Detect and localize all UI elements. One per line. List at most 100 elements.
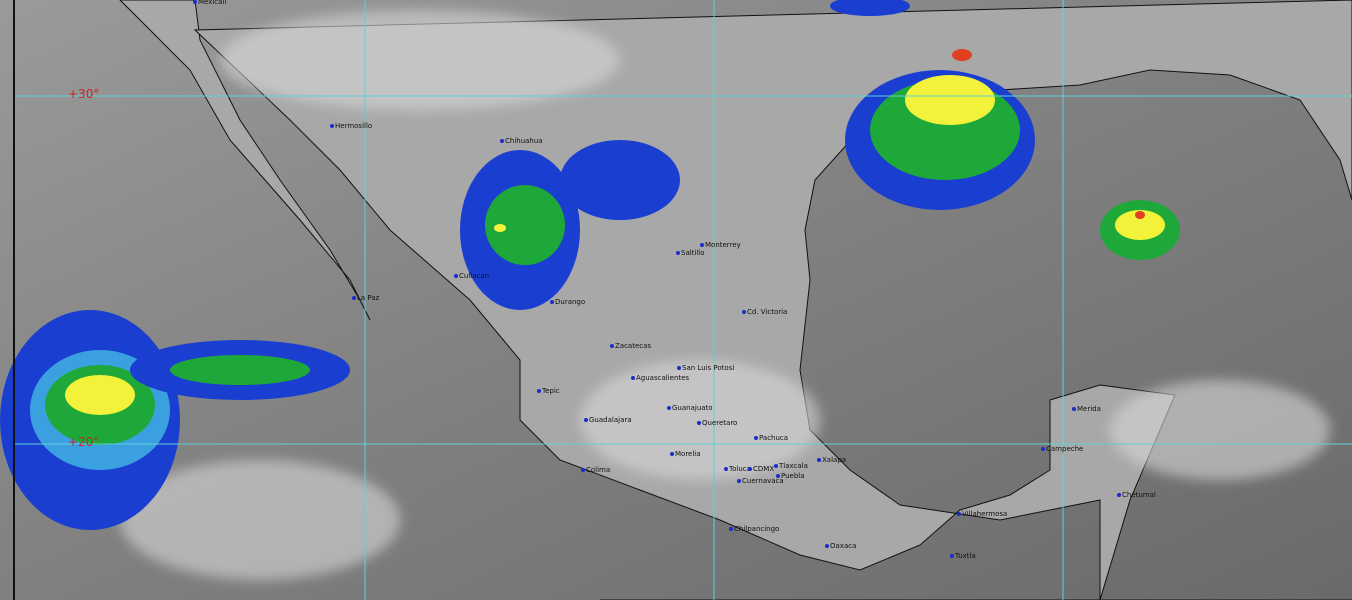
city-name: Tuxtla	[955, 552, 976, 560]
city-label: La Paz	[352, 294, 379, 302]
lat-label-30: +30°	[68, 87, 100, 101]
city-dot-icon	[1041, 447, 1045, 451]
city-label: CDMX	[748, 465, 774, 473]
city-name: Oaxaca	[830, 542, 857, 550]
city-label: Culiacan	[454, 272, 489, 280]
city-label: Durango	[550, 298, 585, 306]
city-dot-icon	[950, 554, 954, 558]
city-label: Zacatecas	[610, 342, 651, 350]
city-label: Xalapa	[817, 456, 846, 464]
city-dot-icon	[700, 243, 704, 247]
precip-clouds	[0, 0, 1180, 530]
city-dot-icon	[748, 467, 752, 471]
city-name: Guanajuato	[672, 404, 713, 412]
city-label: Puebla	[776, 472, 805, 480]
city-label: Tuxtla	[950, 552, 976, 560]
city-name: Durango	[555, 298, 586, 306]
city-label: Colima	[581, 466, 610, 474]
city-dot-icon	[500, 139, 504, 143]
city-label: Oaxaca	[825, 542, 856, 550]
city-name: CDMX	[753, 465, 775, 473]
city-label: Tepic	[537, 387, 560, 395]
city-label: Chihuahua	[500, 137, 543, 145]
city-name: Pachuca	[759, 434, 789, 442]
city-label: Chilpancingo	[729, 525, 779, 533]
city-dot-icon	[825, 544, 829, 548]
city-label: Campeche	[1041, 445, 1083, 453]
city-name: Toluca	[729, 465, 751, 473]
city-label: Pachuca	[754, 434, 788, 442]
city-name: Saltillo	[681, 249, 705, 257]
city-dot-icon	[670, 452, 674, 456]
city-dot-icon	[817, 458, 821, 462]
city-name: Aguascalientes	[636, 374, 690, 382]
city-name: Zacatecas	[615, 342, 652, 350]
city-label: Monterrey	[700, 241, 741, 249]
city-dot-icon	[677, 366, 681, 370]
city-dot-icon	[631, 376, 635, 380]
city-name: Chihuahua	[505, 137, 543, 145]
city-name: Culiacan	[459, 272, 490, 280]
city-name: Queretaro	[702, 419, 738, 427]
city-dot-icon	[1072, 407, 1076, 411]
city-label: Saltillo	[676, 249, 705, 257]
city-dot-icon	[352, 296, 356, 300]
city-dot-icon	[454, 274, 458, 278]
city-dot-icon	[957, 512, 961, 516]
city-dot-icon	[610, 344, 614, 348]
city-dot-icon	[581, 468, 585, 472]
city-name: Cd. Victoria	[747, 308, 788, 316]
city-dot-icon	[729, 527, 733, 531]
city-label: Guanajuato	[667, 404, 713, 412]
city-label: Villahermosa	[957, 510, 1007, 518]
city-dot-icon	[742, 310, 746, 314]
city-name: Merida	[1077, 405, 1101, 413]
city-label: Queretaro	[697, 419, 737, 427]
graticule	[14, 0, 1352, 600]
city-label: Toluca	[724, 465, 751, 473]
city-name: Xalapa	[822, 456, 847, 464]
city-dot-icon	[537, 389, 541, 393]
city-label: Guadalajara	[584, 416, 632, 424]
city-dot-icon	[737, 479, 741, 483]
city-label: San Luis Potosi	[677, 364, 734, 372]
city-dot-icon	[697, 421, 701, 425]
city-label: Aguascalientes	[631, 374, 689, 382]
city-label: Tlaxcala	[774, 462, 808, 470]
city-name: Villahermosa	[962, 510, 1008, 518]
city-label: Cuernavaca	[737, 477, 784, 485]
city-name: Colima	[586, 466, 611, 474]
lat-label-20: +20°	[68, 435, 100, 449]
city-dot-icon	[193, 0, 197, 4]
city-dot-icon	[676, 251, 680, 255]
city-dot-icon	[667, 406, 671, 410]
city-name: La Paz	[357, 294, 380, 302]
city-name: Chilpancingo	[734, 525, 780, 533]
city-name: Morelia	[675, 450, 701, 458]
city-dot-icon	[724, 467, 728, 471]
city-dot-icon	[754, 436, 758, 440]
city-label: Morelia	[670, 450, 701, 458]
clouds-white	[120, 10, 1330, 580]
city-name: Monterrey	[705, 241, 741, 249]
city-name: Puebla	[781, 472, 805, 480]
city-label: Merida	[1072, 405, 1101, 413]
city-dot-icon	[1117, 493, 1121, 497]
city-name: Tepic	[542, 387, 560, 395]
city-label: Chetumal	[1117, 491, 1156, 499]
city-name: Guadalajara	[589, 416, 632, 424]
city-label: Hermosillo	[330, 122, 372, 130]
city-label: Mexicali	[193, 0, 226, 6]
city-dot-icon	[330, 124, 334, 128]
city-dot-icon	[774, 464, 778, 468]
city-dot-icon	[776, 474, 780, 478]
city-name: Chetumal	[1122, 491, 1156, 499]
city-name: Mexicali	[198, 0, 227, 6]
city-name: Campeche	[1046, 445, 1084, 453]
city-dot-icon	[584, 418, 588, 422]
city-name: Cuernavaca	[742, 477, 784, 485]
city-dot-icon	[550, 300, 554, 304]
city-name: San Luis Potosi	[682, 364, 735, 372]
